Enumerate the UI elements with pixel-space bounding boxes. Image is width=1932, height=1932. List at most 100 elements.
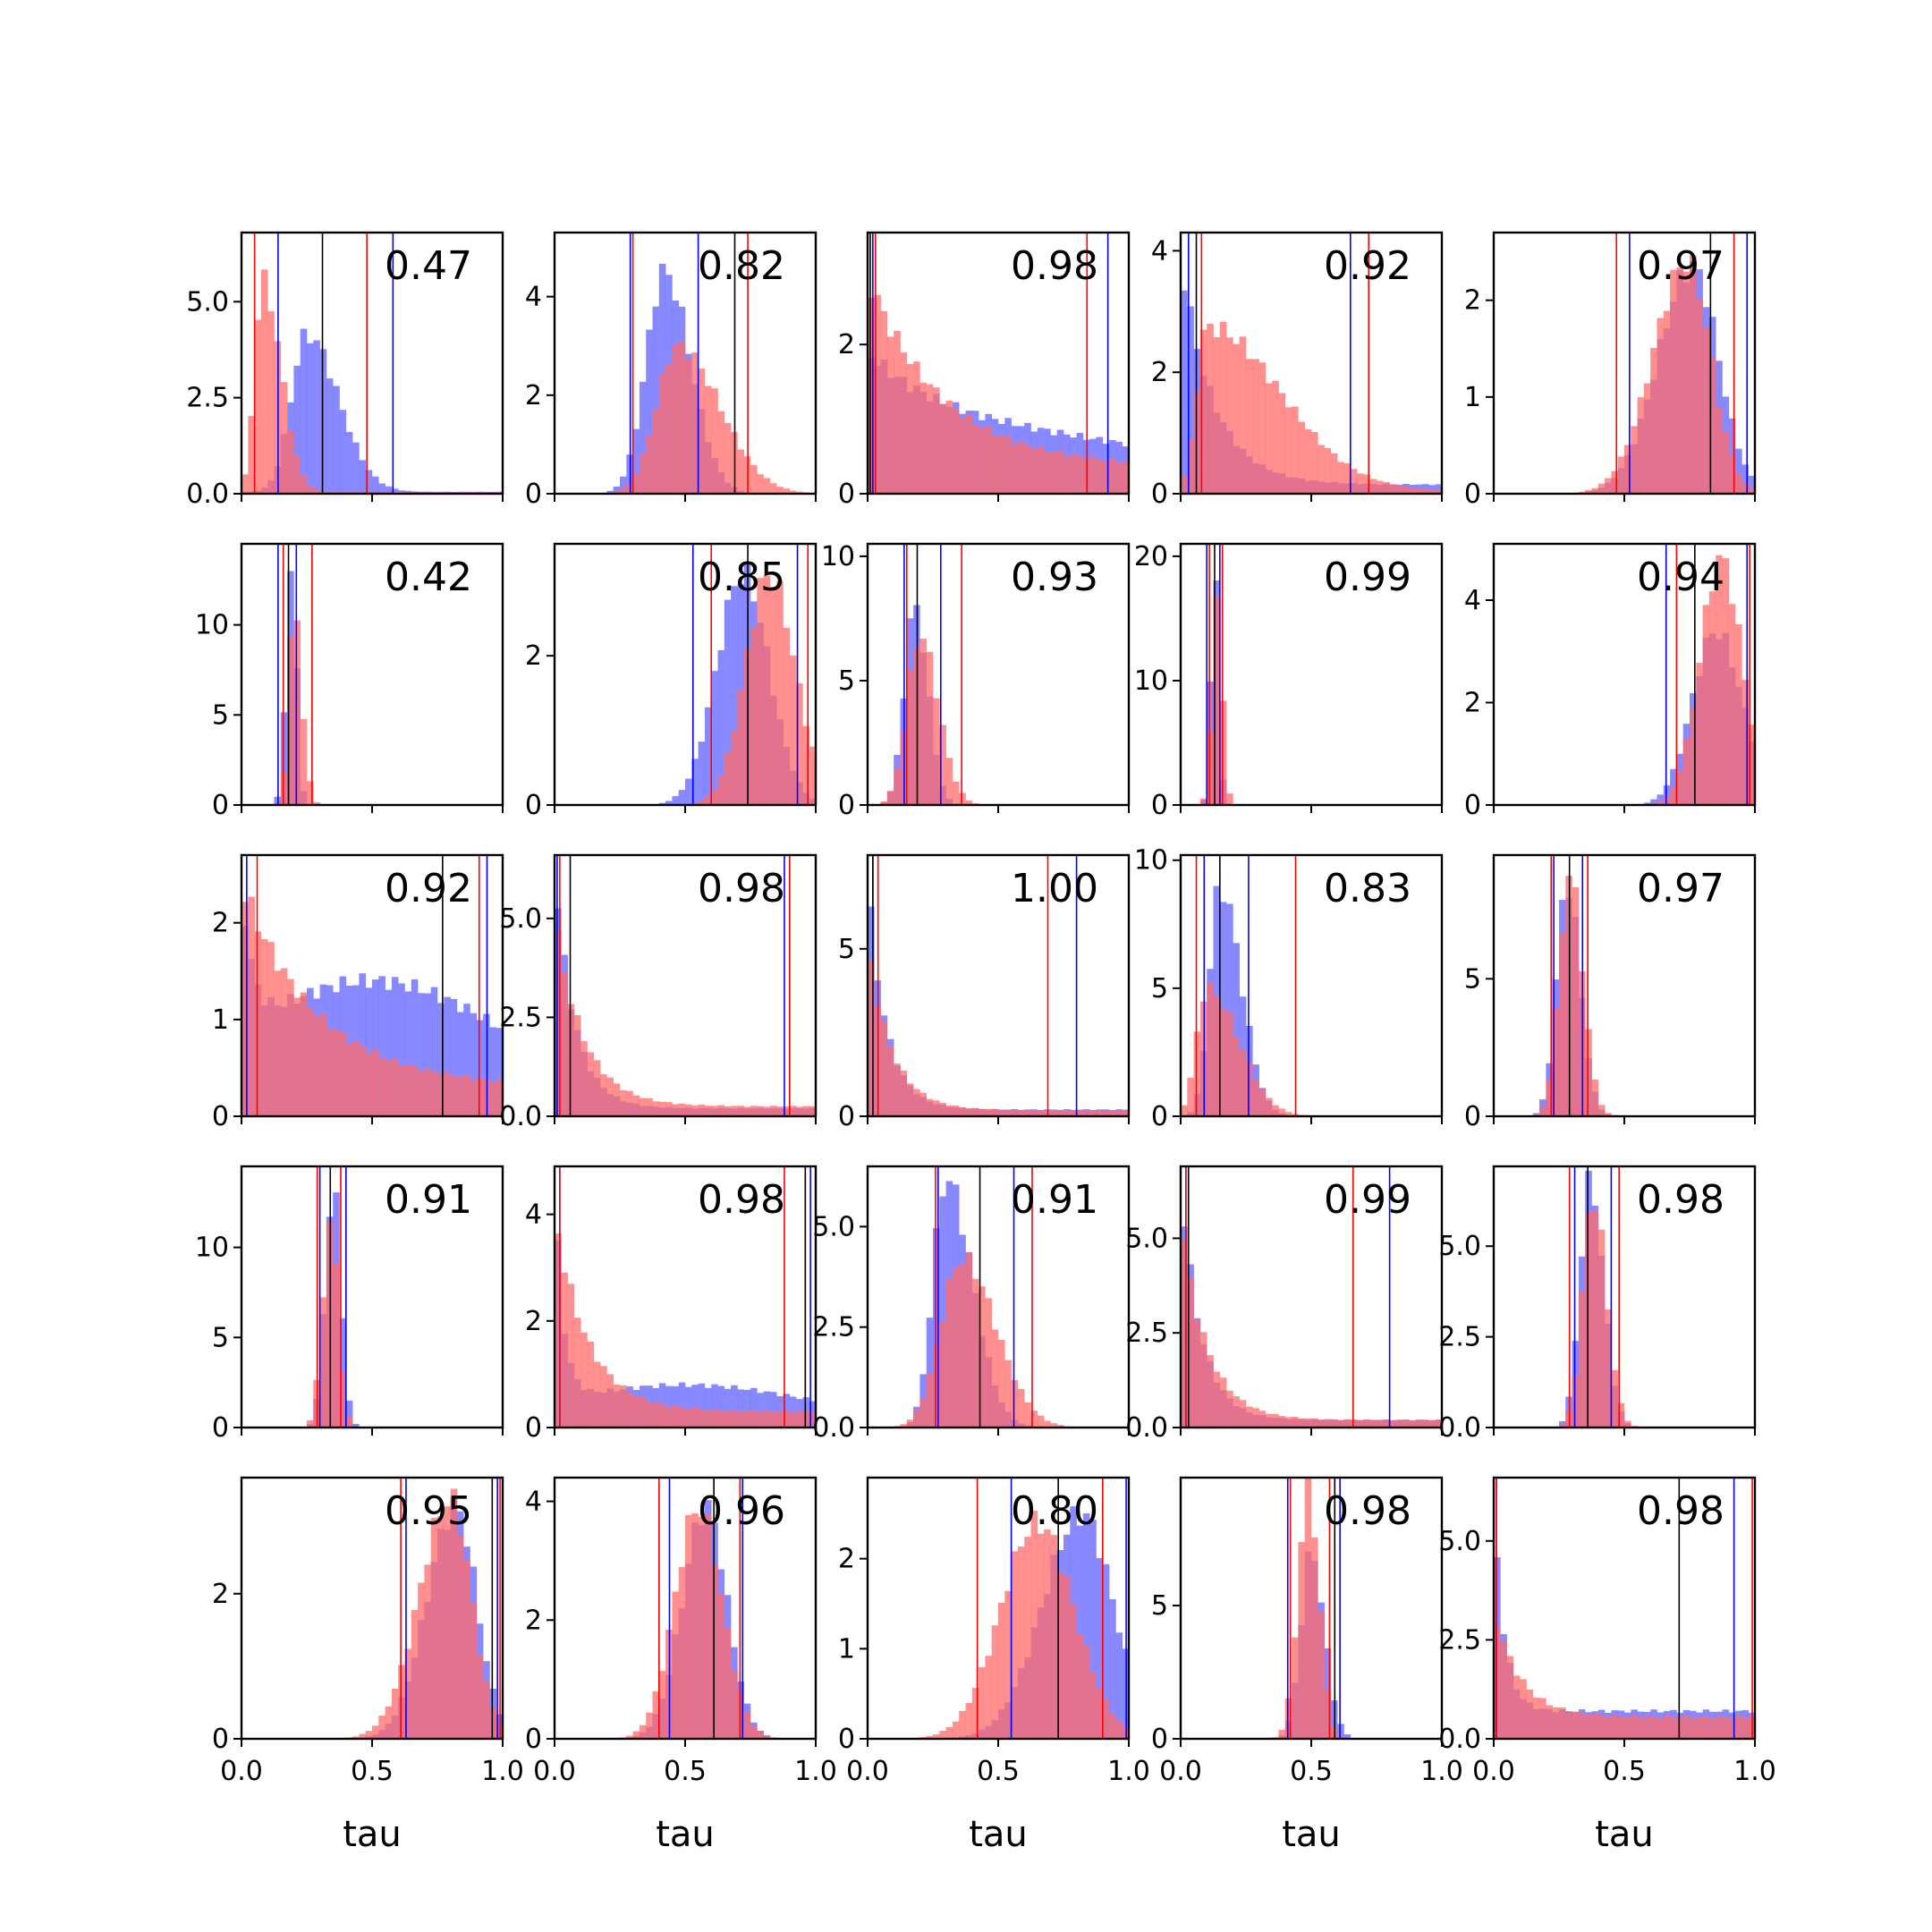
y-tick-label: 2.5	[812, 1312, 855, 1343]
red-histogram-bar	[880, 801, 888, 805]
red-histogram-bar	[750, 627, 758, 805]
red-histogram-bar	[1102, 1110, 1110, 1116]
red-histogram-bar	[1741, 680, 1749, 805]
blue-histogram-bar	[606, 490, 614, 494]
red-histogram-bar	[952, 1106, 960, 1116]
red-histogram-bar	[691, 1407, 699, 1428]
blue-histogram-bar	[1343, 1734, 1352, 1739]
red-histogram-bar	[658, 1671, 666, 1739]
red-histogram-bar	[991, 1109, 999, 1116]
red-histogram-bar	[711, 1565, 718, 1739]
red-histogram-bar	[965, 414, 973, 494]
red-histogram-bar	[652, 1402, 660, 1428]
blue-histogram-bar	[365, 470, 373, 494]
blue-histogram-bar	[731, 1385, 738, 1428]
red-histogram-bar	[1304, 1478, 1312, 1739]
red-histogram-bar	[959, 1106, 966, 1116]
red-histogram-bar	[717, 1411, 725, 1428]
red-histogram-bar	[1122, 1110, 1129, 1116]
red-histogram-bar	[1494, 1627, 1501, 1739]
red-histogram-bar	[1011, 444, 1019, 494]
red-histogram-bar	[1226, 1012, 1233, 1116]
red-histogram-bar	[704, 1106, 712, 1116]
red-histogram-bar	[698, 1516, 706, 1739]
red-histogram-bar	[365, 1054, 373, 1116]
y-tick-label: 0	[1151, 1724, 1168, 1755]
blue-histogram-bar	[1096, 1557, 1104, 1739]
y-tick-label: 0	[525, 790, 542, 821]
y-tick-label: 2	[1151, 357, 1168, 388]
red-histogram-bar	[1252, 1408, 1259, 1428]
blue-histogram-bar	[1109, 1598, 1116, 1739]
red-histogram-bar	[1670, 786, 1677, 805]
y-tick-label: 0	[212, 1724, 229, 1755]
red-histogram-bar	[998, 1339, 1005, 1428]
red-histogram-bar	[1265, 1097, 1273, 1116]
red-histogram-bar	[1278, 1729, 1286, 1739]
red-histogram-bar	[1304, 1418, 1312, 1428]
red-histogram-bar	[620, 1385, 627, 1428]
red-histogram-bar	[567, 1004, 575, 1116]
red-histogram-bar	[737, 1106, 744, 1116]
red-histogram-bar	[248, 416, 255, 494]
y-tick-label: 4	[1464, 585, 1481, 616]
red-histogram-bar	[678, 1407, 686, 1428]
red-histogram-bar	[1690, 255, 1697, 494]
blue-histogram-bar	[769, 1392, 777, 1428]
red-histogram-bar	[900, 352, 908, 494]
y-tick-label: 2	[1464, 285, 1481, 317]
red-histogram-bar	[731, 731, 738, 805]
red-histogram-bar	[1617, 456, 1625, 494]
red-histogram-bar	[1199, 798, 1208, 805]
red-histogram-bar	[398, 1066, 405, 1116]
red-histogram-bar	[411, 1065, 419, 1116]
red-histogram-bar	[1559, 1424, 1566, 1428]
red-histogram-bar	[998, 1110, 1005, 1116]
x-tick-label: 0.5	[1603, 1756, 1646, 1787]
red-histogram-bar	[789, 1411, 797, 1428]
red-histogram-bar	[561, 1272, 568, 1428]
red-histogram-bar	[880, 1021, 888, 1116]
red-histogram-bar	[1559, 1707, 1566, 1739]
red-histogram-bar	[1520, 1679, 1527, 1739]
panel-value-label: 0.92	[1324, 243, 1411, 289]
red-histogram-bar	[1526, 1689, 1534, 1739]
plot-area	[1552, 1166, 1638, 1428]
panel-14: 0 5 10 0.83	[1134, 845, 1444, 1132]
red-histogram-bar	[933, 698, 940, 805]
red-histogram-bar	[717, 1105, 725, 1116]
red-histogram-bar	[573, 1318, 581, 1428]
red-histogram-bar	[926, 384, 934, 494]
x-tick-label: 0.0	[1472, 1756, 1515, 1787]
red-histogram-bar	[600, 1073, 607, 1116]
red-histogram-bar	[1199, 1332, 1208, 1428]
red-histogram-bar	[593, 1060, 601, 1116]
red-histogram-bar	[711, 789, 718, 805]
red-histogram-bar	[1682, 1716, 1690, 1739]
red-histogram-bar	[1716, 407, 1723, 494]
y-tick-label: 5	[1464, 963, 1481, 995]
red-histogram-bar	[1318, 445, 1325, 494]
y-tick-label: 0.0	[1438, 1412, 1481, 1444]
y-tick-label: 5.0	[499, 903, 542, 935]
red-histogram-bar	[939, 1731, 946, 1739]
x-tick-label: 0.5	[351, 1756, 394, 1787]
red-histogram-bar	[952, 1267, 960, 1428]
red-histogram-bar	[1552, 1707, 1560, 1739]
red-histogram-bar	[1056, 1110, 1064, 1116]
blue-histogram-bar	[372, 476, 379, 494]
plot-area	[880, 544, 979, 805]
red-histogram-bar	[1350, 469, 1358, 494]
red-histogram-bar	[939, 1103, 946, 1116]
red-histogram-bar	[1207, 732, 1214, 805]
red-histogram-bar	[359, 1046, 366, 1116]
red-histogram-bar	[483, 1682, 490, 1739]
panel-value-label: 1.00	[1011, 866, 1098, 911]
blue-histogram-bar	[326, 378, 334, 494]
red-histogram-bar	[658, 373, 666, 494]
red-histogram-bar	[926, 1735, 934, 1739]
red-histogram-bar	[783, 1106, 791, 1116]
red-histogram-bar	[985, 426, 992, 494]
red-histogram-bar	[1193, 1031, 1201, 1116]
red-histogram-bar	[1239, 1050, 1247, 1116]
